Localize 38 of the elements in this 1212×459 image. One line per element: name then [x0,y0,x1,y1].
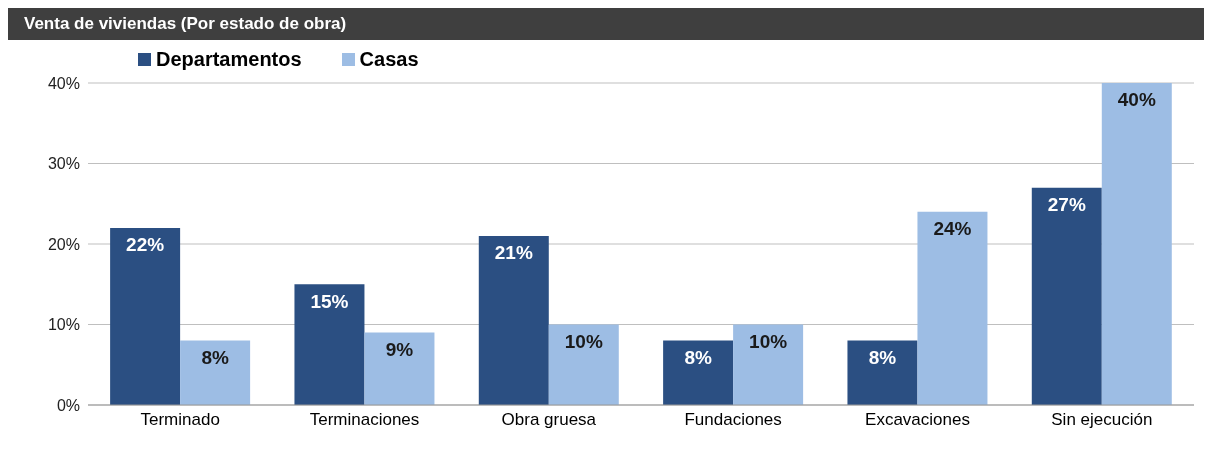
x-tick-label: Terminaciones [309,410,420,430]
y-tick-label: 20% [47,235,80,253]
data-label: 8% [684,347,712,369]
data-label: 8% [868,347,897,369]
x-tick-label: Terminado [140,410,220,430]
data-label: 15% [310,290,349,312]
data-label: 24% [933,218,972,240]
y-tick-label: 10% [47,316,80,334]
x-tick-label: Excavaciones [865,410,970,430]
bar [733,324,804,405]
data-label: 8% [201,347,229,369]
x-tick-label: Sin ejecución [1051,410,1153,430]
bar [1101,83,1172,405]
bar [663,340,734,405]
y-tick-label: 40% [47,74,80,92]
bar [917,211,988,405]
legend-label: Departamentos [156,48,302,71]
x-tick-label: Obra gruesa [501,410,597,430]
bar [294,284,365,405]
data-label: 21% [494,242,533,264]
bar [1031,187,1102,405]
data-label: 22% [126,234,165,256]
data-label: 40% [1117,89,1156,111]
bar [364,332,435,405]
bar [478,235,549,405]
bar [548,324,619,405]
chart-title: Venta de viviendas (Por estado de obra) [8,8,1204,40]
data-label: 10% [564,330,603,352]
legend-label: Casas [359,48,419,71]
y-tick-label: 30% [47,155,80,173]
bar [847,340,918,405]
bar [180,340,251,405]
y-tick-label: 0% [56,396,80,414]
data-label: 27% [1047,194,1086,216]
bar [110,227,181,405]
data-label: 10% [749,330,788,352]
data-label: 9% [385,339,414,361]
x-tick-label: Fundaciones [684,410,782,430]
